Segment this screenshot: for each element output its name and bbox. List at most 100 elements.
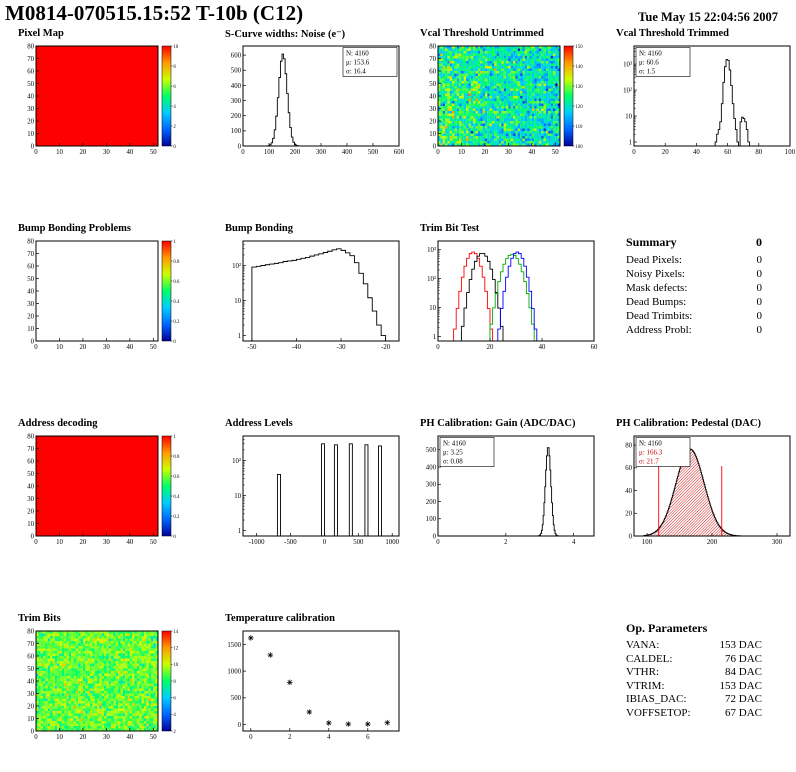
op-parameter-row: VANA: 153 DAC xyxy=(626,639,762,653)
svg-text:20: 20 xyxy=(662,149,669,156)
svg-text:600: 600 xyxy=(394,149,405,156)
pixel-map-chart: 0 2 4 6 8 10 0 10 20 30 40 50 0 10 20 30 40 50 60 70 80 xyxy=(27,43,179,156)
svg-text:6: 6 xyxy=(366,734,370,741)
svg-text:20: 20 xyxy=(27,703,34,710)
svg-text:500: 500 xyxy=(353,539,364,546)
svg-text:0.6: 0.6 xyxy=(173,280,180,285)
summary-value: 0 xyxy=(756,282,763,294)
op-parameter-label: IBIAS_DAC: xyxy=(626,693,687,705)
svg-text:600: 600 xyxy=(231,52,242,59)
svg-text:10: 10 xyxy=(56,734,63,741)
svg-text:1000: 1000 xyxy=(227,669,241,676)
chart-title: Trim Bits xyxy=(18,613,61,624)
svg-text:500: 500 xyxy=(426,447,437,454)
panel-bump-bonding: Bump Bonding -50 -40 -30 -20 1 10 10² xyxy=(217,223,417,358)
op-parameter-label: VTHR: xyxy=(626,666,659,678)
svg-text:0: 0 xyxy=(31,728,35,735)
svg-text:10: 10 xyxy=(27,326,34,333)
panel-address-levels: Address Levels -1000 -500 0 500 1000 1 10 10² xyxy=(217,418,417,553)
svg-text:1000: 1000 xyxy=(385,539,399,546)
vcal-untrimmed-chart: 100 110 120 130 140 150 0 10 20 30 40 50 0 10 20 30 40 50… xyxy=(429,43,583,156)
svg-text:70: 70 xyxy=(27,641,34,648)
address-levels-chart: -1000 -500 0 500 1000 1 10 10² xyxy=(232,435,400,546)
chart-title: Address Levels xyxy=(225,418,293,429)
svg-text:0: 0 xyxy=(249,734,253,741)
panel-ph-gain: PH Calibration: Gain (ADC/DAC) 0 2 4 0 100 20… xyxy=(412,418,612,553)
svg-text:σ: 0.08: σ: 0.08 xyxy=(443,458,463,466)
svg-text:140: 140 xyxy=(575,65,583,70)
op-parameter-value: 67 DAC xyxy=(725,706,762,719)
svg-text:μ: 166.3: μ: 166.3 xyxy=(639,449,663,457)
svg-text:100: 100 xyxy=(642,539,653,546)
summary-value: 0 xyxy=(756,324,763,336)
svg-text:μ: 3.25: μ: 3.25 xyxy=(443,449,463,457)
panel-pixel-map: Pixel Map 0 2 4 6 8 10 0 10 20 30 40 50 0 10 20 30 40 50 6… xyxy=(10,28,210,163)
chart-title: S-Curve widths: Noise (e⁻) xyxy=(225,29,346,40)
svg-text:0: 0 xyxy=(433,533,437,540)
op-parameter-value: 153 DAC xyxy=(719,679,762,692)
svg-text:70: 70 xyxy=(27,446,34,453)
svg-text:60: 60 xyxy=(27,68,34,75)
svg-text:N: 4160: N: 4160 xyxy=(443,440,466,448)
chart-title: Address decoding xyxy=(18,418,98,429)
svg-text:50: 50 xyxy=(150,344,157,351)
svg-text:10²: 10² xyxy=(427,276,436,283)
summary-total: 0 xyxy=(756,235,762,249)
svg-text:0: 0 xyxy=(238,722,242,729)
svg-text:0: 0 xyxy=(629,533,633,540)
svg-text:μ: 153.6: μ: 153.6 xyxy=(346,59,370,67)
svg-text:40: 40 xyxy=(539,344,546,351)
svg-text:4: 4 xyxy=(173,105,176,110)
svg-text:50: 50 xyxy=(150,734,157,741)
svg-text:60: 60 xyxy=(625,465,632,472)
summary-label: Address Probl: xyxy=(626,324,692,336)
svg-text:1: 1 xyxy=(433,334,436,341)
chart-title: Temperature calibration xyxy=(225,613,335,624)
svg-text:110: 110 xyxy=(575,125,583,130)
svg-text:80: 80 xyxy=(429,43,436,50)
svg-text:10²: 10² xyxy=(232,458,241,465)
svg-text:200: 200 xyxy=(290,149,301,156)
svg-text:10: 10 xyxy=(458,149,465,156)
svg-text:100: 100 xyxy=(426,516,437,523)
summary-row: Dead Bumps: 0 xyxy=(626,295,762,309)
panel-trim-bit-test: Trim Bit Test 0 20 40 60 1 10 10² 10³ xyxy=(412,223,612,358)
svg-text:0: 0 xyxy=(34,539,38,546)
svg-text:400: 400 xyxy=(426,464,437,471)
svg-text:6: 6 xyxy=(173,696,176,701)
svg-text:40: 40 xyxy=(27,93,34,100)
svg-text:60: 60 xyxy=(27,653,34,660)
trim-bit-test-chart: 0 20 40 60 1 10 10² 10³ xyxy=(427,240,598,351)
page-title: M0814-070515.15:52 T-10b (C12) xyxy=(5,1,304,25)
svg-text:0: 0 xyxy=(632,149,636,156)
svg-text:40: 40 xyxy=(625,488,632,495)
svg-text:-1000: -1000 xyxy=(249,539,265,546)
svg-text:20: 20 xyxy=(625,511,632,518)
svg-text:10: 10 xyxy=(173,45,178,50)
svg-text:20: 20 xyxy=(27,508,34,515)
svg-text:10: 10 xyxy=(56,539,63,546)
svg-text:10³: 10³ xyxy=(623,62,632,69)
svg-text:14: 14 xyxy=(173,630,178,635)
svg-text:2: 2 xyxy=(173,125,176,130)
svg-text:N: 4160: N: 4160 xyxy=(346,50,369,58)
svg-text:-500: -500 xyxy=(284,539,297,546)
svg-text:500: 500 xyxy=(231,68,242,75)
svg-text:70: 70 xyxy=(27,56,34,63)
svg-text:100: 100 xyxy=(264,149,275,156)
svg-text:2: 2 xyxy=(288,734,292,741)
address-decoding-chart: 00.20.40.60.810 10 20 30 40 50010203040506070… xyxy=(27,433,180,546)
svg-text:20: 20 xyxy=(27,313,34,320)
svg-text:10: 10 xyxy=(27,716,34,723)
svg-text:8: 8 xyxy=(173,65,176,70)
panel-temperature-calibration: Temperature calibration 0 2 4 6 0 500 1000 1500 xyxy=(217,613,417,748)
svg-text:0.6: 0.6 xyxy=(173,475,180,480)
summary-panel: Summary 0 Dead Pixels: 0 Noisy Pixels: 0… xyxy=(608,223,783,337)
panel-scurve-noise: S-Curve widths: Noise (e⁻) 0 100 200 300 400… xyxy=(217,28,417,163)
svg-text:130: 130 xyxy=(575,85,583,90)
svg-text:0: 0 xyxy=(436,344,440,351)
svg-text:80: 80 xyxy=(27,433,34,440)
svg-text:1: 1 xyxy=(629,139,632,146)
panel-address-decoding: Address decoding 0 0.2 0.4 0.6 0.8 1 0 10 20 30 40… xyxy=(10,418,210,553)
svg-text:300: 300 xyxy=(426,482,437,489)
